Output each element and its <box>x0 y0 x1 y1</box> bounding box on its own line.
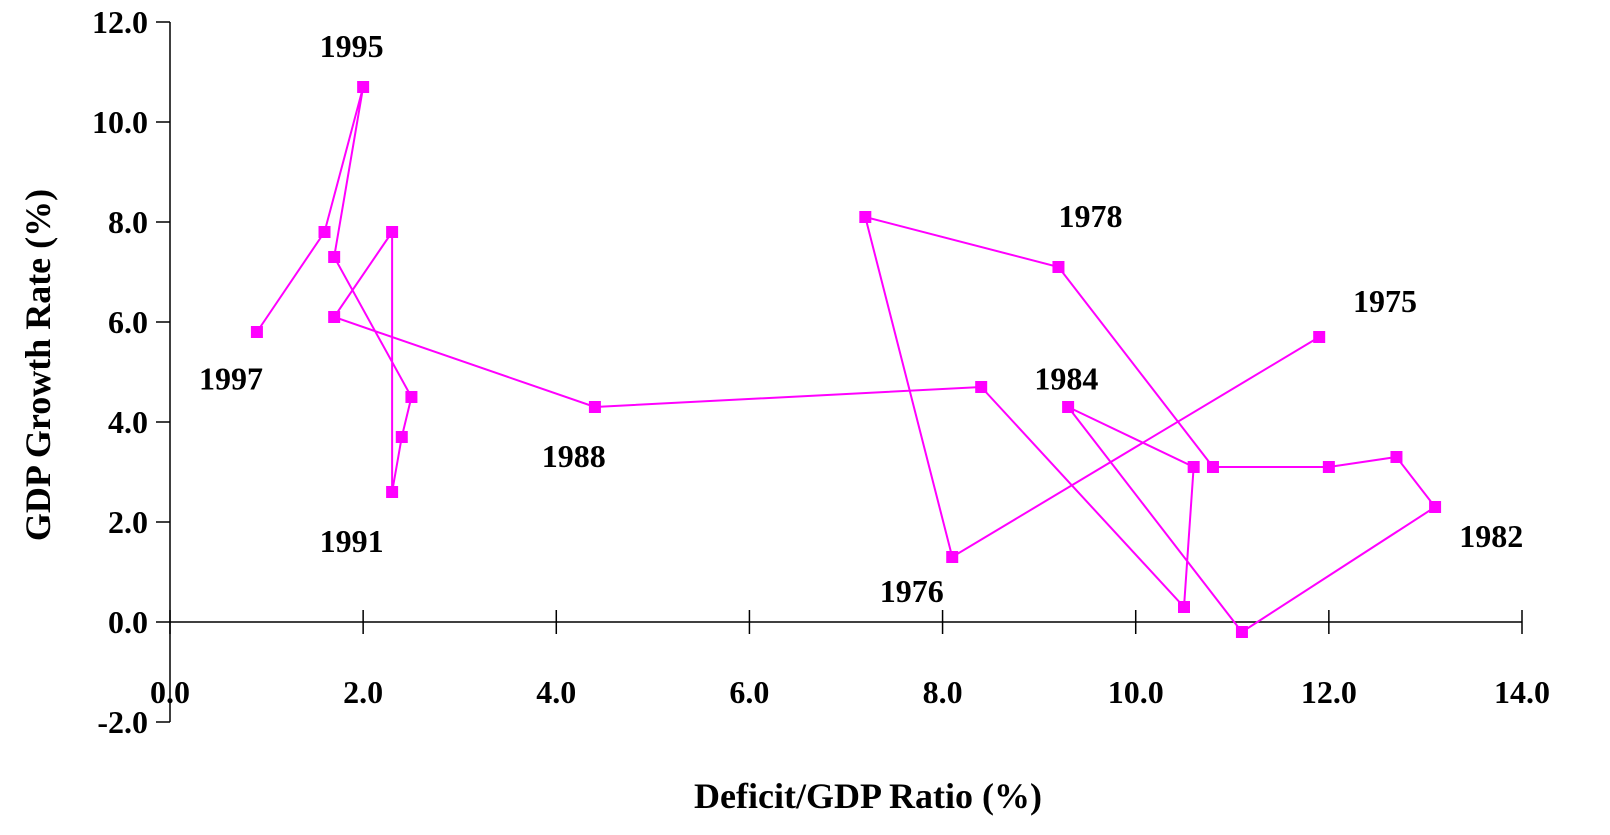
y-axis-title: GDP Growth Rate (%) <box>18 189 58 541</box>
data-point-marker <box>1390 451 1403 463</box>
data-point-marker <box>588 401 601 413</box>
data-point-marker <box>1235 626 1248 638</box>
x-tick-label: 14.0 <box>1494 674 1550 710</box>
data-point-marker <box>386 486 399 498</box>
y-tick-label: 0.0 <box>108 604 148 640</box>
x-tick-label: 6.0 <box>729 674 769 710</box>
data-point-marker <box>1178 601 1190 613</box>
year-label: 1975 <box>1353 283 1417 319</box>
year-label: 1984 <box>1034 361 1098 397</box>
data-point-marker <box>946 551 959 563</box>
data-point-marker <box>1052 261 1065 273</box>
x-axis-title: Deficit/GDP Ratio (%) <box>694 776 1042 816</box>
data-point-marker <box>318 226 331 238</box>
x-tick-label: 8.0 <box>923 674 963 710</box>
data-point-marker <box>357 81 370 93</box>
x-tick-label: 10.0 <box>1108 674 1164 710</box>
data-point-marker <box>1429 501 1442 513</box>
data-markers <box>250 81 1442 638</box>
x-tick-label: 12.0 <box>1301 674 1357 710</box>
data-point-marker <box>1187 461 1200 473</box>
data-point-marker <box>975 381 988 393</box>
year-label: 1988 <box>542 438 606 474</box>
y-tick-label: 4.0 <box>108 404 148 440</box>
tick-labels: -2.00.02.04.06.08.010.012.00.0 2.0 4.0 6.0 8… <box>92 4 1550 740</box>
year-label: 1978 <box>1058 198 1122 234</box>
x-tick-label: 4.0 <box>536 674 576 710</box>
data-point-marker <box>1206 461 1219 473</box>
data-point-marker <box>395 431 408 443</box>
y-tick-label: 6.0 <box>108 304 148 340</box>
y-tick-label: -2.0 <box>97 704 148 740</box>
y-tick-label: 8.0 <box>108 204 148 240</box>
x-tick-label: 2.0 <box>343 674 383 710</box>
y-tick-label: 2.0 <box>108 504 148 540</box>
axes <box>156 21 1523 723</box>
data-point-marker <box>1322 461 1335 473</box>
year-label: 1995 <box>320 28 384 64</box>
y-tick-label: 10.0 <box>92 104 148 140</box>
year-annotations: 1975 1976 1978 1982 1984 1988 1991 1995 1997 <box>199 28 1523 609</box>
year-label: 1976 <box>880 573 944 609</box>
series-line <box>256 86 1437 634</box>
x-tick-label: 0.0 <box>150 674 190 710</box>
data-point-marker <box>328 311 341 323</box>
data-point-marker <box>328 251 341 263</box>
year-label: 1982 <box>1459 518 1523 554</box>
data-point-marker <box>250 326 263 338</box>
data-point-marker <box>405 391 418 403</box>
data-point-marker <box>1313 331 1326 343</box>
data-point-marker <box>859 211 872 223</box>
data-point-marker <box>386 226 399 238</box>
year-label: 1991 <box>320 523 384 559</box>
year-label: 1997 <box>199 361 263 397</box>
data-point-marker <box>1062 401 1075 413</box>
y-tick-label: 12.0 <box>92 4 148 40</box>
